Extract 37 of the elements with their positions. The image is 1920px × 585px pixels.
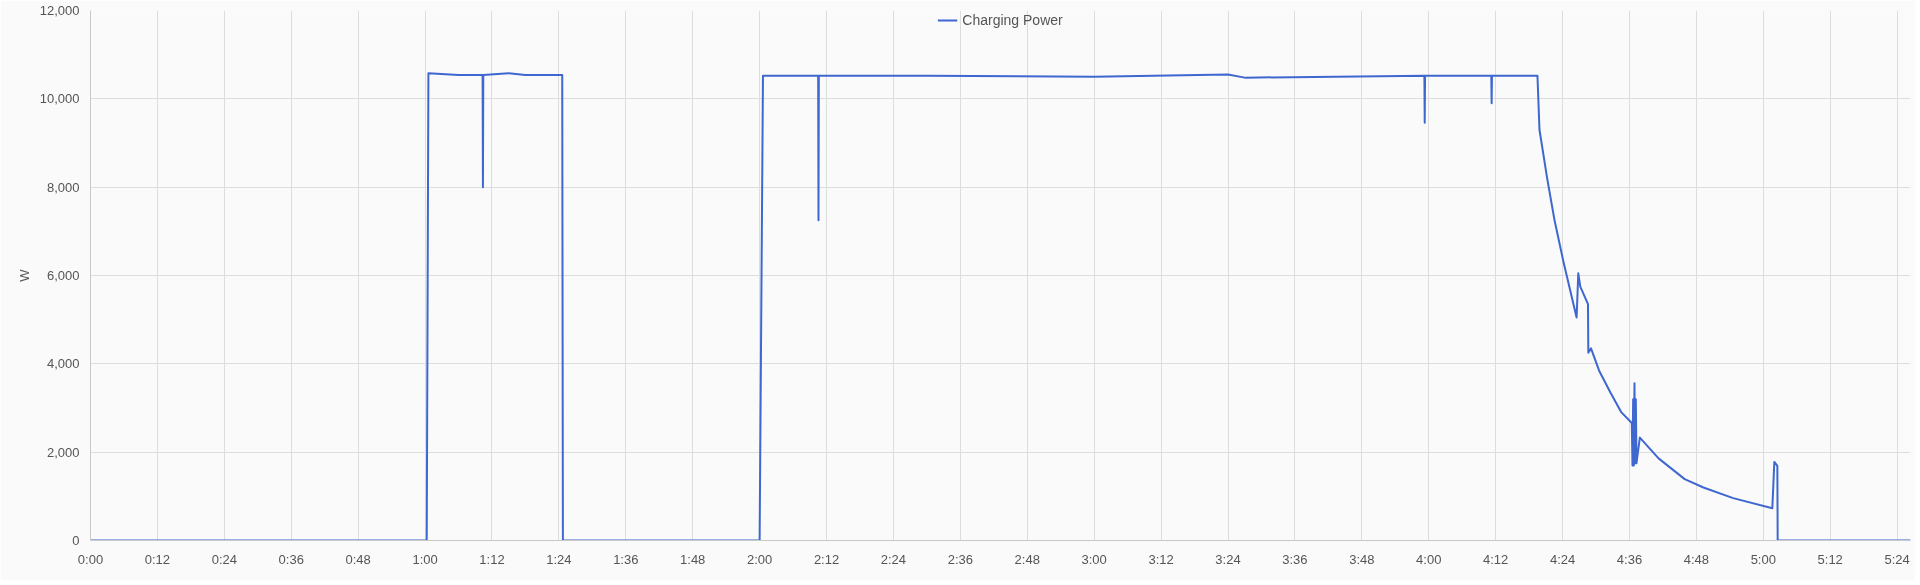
x-tick-label: 3:00 (1081, 551, 1107, 567)
x-tick-label: 1:48 (680, 551, 706, 567)
x-tick-label: 1:12 (479, 551, 505, 567)
legend-label: Charging Power (962, 12, 1063, 28)
x-tick-label: 0:12 (144, 551, 171, 567)
x-tick-label: 1:00 (412, 551, 438, 567)
x-tick-label: 1:36 (613, 551, 639, 567)
x-tick-label: 0:48 (345, 551, 371, 567)
x-tick-label: 3:36 (1282, 551, 1308, 567)
x-tick-label: 4:00 (1416, 551, 1442, 567)
x-tick-label: 4:36 (1616, 551, 1643, 567)
x-tick-label: 5:12 (1817, 551, 1843, 567)
x-tick-label: 3:12 (1148, 551, 1174, 567)
x-tick-label: 2:36 (947, 551, 974, 567)
x-tick-label: 1:24 (546, 551, 572, 567)
x-tick-label: 2:24 (880, 551, 907, 567)
x-tick-label: 4:12 (1483, 551, 1509, 567)
y-tick-label: 2,000 (46, 444, 80, 460)
y-tick-label: 0 (72, 533, 80, 548)
x-tick-label: 5:00 (1750, 551, 1776, 567)
y-tick-label: 10,000 (39, 91, 80, 107)
x-tick-label: 2:12 (813, 551, 840, 567)
x-tick-label: 2:48 (1014, 551, 1040, 567)
y-axis-title: W (16, 268, 32, 282)
x-tick-label: 4:48 (1683, 551, 1710, 567)
x-tick-label: 0:24 (211, 551, 237, 567)
y-tick-label: 4,000 (46, 356, 80, 372)
x-tick-label: 0:00 (77, 551, 104, 567)
x-tick-label: 2:00 (746, 551, 773, 567)
y-tick-label: 6,000 (46, 268, 80, 283)
x-tick-label: 3:48 (1349, 551, 1375, 567)
x-tick-label: 3:24 (1215, 551, 1241, 567)
y-tick-label: 8,000 (46, 179, 80, 195)
x-tick-label: 0:36 (278, 551, 304, 567)
x-tick-label: 5:24 (1884, 551, 1910, 567)
x-tick-label: 4:24 (1549, 551, 1576, 567)
y-tick-label: 12,000 (39, 3, 80, 18)
